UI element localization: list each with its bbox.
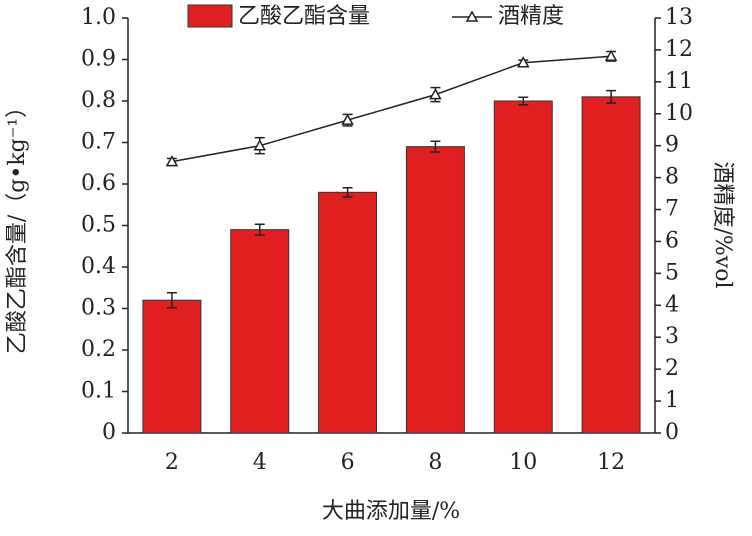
y2-tick-label: 11: [665, 69, 693, 94]
y-tick-label: 0.9: [81, 47, 116, 72]
y2-tick-label: 1: [665, 388, 679, 413]
y-tick-label: 0.4: [81, 254, 116, 279]
y-tick-label: 0.6: [81, 171, 116, 196]
bar: [405, 146, 465, 434]
y2-tick-label: 3: [665, 324, 679, 349]
x-tick-label: 2: [165, 450, 179, 475]
x-tick-label: 4: [253, 450, 267, 475]
bar: [581, 96, 641, 434]
y2-tick-label: 0: [665, 420, 679, 445]
y-tick-label: 0.3: [81, 296, 116, 321]
bar: [230, 229, 290, 434]
y-tick-label: 0.7: [81, 130, 116, 155]
y2-tick-label: 4: [665, 292, 679, 317]
x-tick-label: 10: [509, 450, 537, 475]
y-tick-label: 0.5: [81, 213, 116, 238]
marker: [516, 56, 530, 68]
marker: [253, 139, 267, 151]
marker: [429, 88, 442, 100]
x-axis-label: 大曲添加量/%: [322, 499, 460, 524]
y2-tick-label: 12: [665, 37, 693, 62]
bar: [318, 191, 378, 434]
y2-tick-label: 9: [665, 133, 679, 158]
bar: [493, 100, 553, 434]
y-axis-label: 乙酸乙酯含量/（g•kg⁻¹）: [5, 96, 30, 354]
y-tick-label: 0: [102, 420, 116, 445]
legend-label: 酒精度: [498, 4, 564, 29]
y-tick-label: 0.2: [81, 337, 116, 362]
y2-tick-label: 10: [665, 101, 693, 126]
legend-swatch: [187, 4, 233, 28]
bar: [142, 299, 202, 434]
y2-tick-label: 5: [665, 260, 679, 285]
y2-tick-label: 2: [665, 356, 679, 381]
y2-axis-label: 酒精度/%vol: [710, 161, 735, 288]
y-tick-label: 0.8: [81, 88, 116, 113]
y2-tick-label: 6: [665, 228, 679, 253]
y2-tick-label: 7: [665, 197, 679, 222]
y-tick-label: 0.1: [81, 379, 116, 404]
y2-tick-label: 8: [665, 165, 679, 190]
legend-marker: [465, 10, 479, 22]
x-tick-label: 6: [341, 450, 355, 475]
x-tick-label: 12: [597, 450, 625, 475]
marker: [341, 113, 354, 125]
y2-tick-label: 13: [665, 5, 693, 30]
marker: [165, 155, 179, 167]
y-tick-label: 1.0: [81, 5, 116, 30]
legend-label: 乙酸乙酯含量: [238, 4, 370, 29]
x-tick-label: 8: [428, 450, 442, 475]
line: [171, 55, 612, 163]
marker: [604, 49, 618, 62]
